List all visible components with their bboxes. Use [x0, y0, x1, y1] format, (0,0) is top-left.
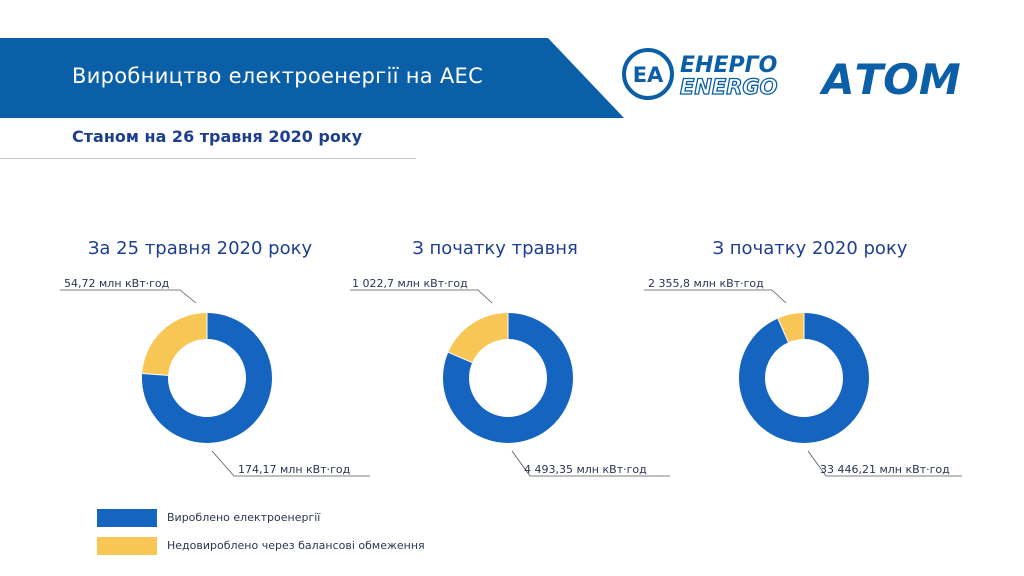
value-label-produced: 174,17 млн кВт·год [238, 463, 351, 476]
donut-slice-produced [739, 313, 869, 443]
leader-line-produced [511, 450, 670, 477]
header-band-shape [0, 38, 624, 118]
donut-chart-year: З початку 2020 року 2 355,8 млн кВт·год … [644, 238, 962, 477]
legend-swatch-not-produced [97, 537, 157, 555]
value-label-not-produced: 2 355,8 млн кВт·год [648, 277, 764, 290]
legend-label: Вироблено електроенергії [167, 511, 321, 524]
chart-title: З початку травня [412, 238, 578, 259]
header-banner [0, 38, 624, 118]
chart-title: З початку 2020 року [713, 238, 908, 259]
energoatom-logo: ЕА ЕНЕРГО ENERGO АТОМ [622, 48, 961, 100]
donut-chart-month: З початку травня 1 022,7 млн кВт·год 4 4… [350, 238, 670, 477]
logo-emblem-circle [622, 48, 674, 100]
subtitle-divider [0, 158, 416, 159]
legend-label: Недовироблено через балансові обмеження [167, 539, 425, 552]
chart-title: За 25 травня 2020 року [88, 238, 313, 259]
slice-separator [142, 373, 169, 376]
leader-line-produced [211, 450, 370, 477]
donut-group [739, 313, 869, 443]
slice-separator [777, 318, 789, 343]
logo-emblem-letters: ЕА [633, 63, 664, 87]
leader-line-not-produced [60, 289, 197, 304]
value-label-produced: 33 446,21 млн кВт·год [820, 463, 950, 476]
value-label-produced: 4 493,35 млн кВт·год [524, 463, 647, 476]
leader-line-produced [807, 450, 962, 477]
donut-chart-day: За 25 травня 2020 року 54,72 млн кВт·год… [60, 238, 370, 477]
leader-line-not-produced [644, 289, 787, 304]
leader-line-not-produced [350, 289, 493, 304]
page-subtitle: Станом на 26 травня 2020 року [72, 127, 363, 146]
value-label-not-produced: 54,72 млн кВт·год [64, 277, 170, 290]
donut-group [142, 313, 272, 443]
page-title: Виробництво електроенергії на АЕС [72, 64, 484, 88]
legend-swatch-produced [97, 509, 157, 527]
logo-bottom-word: ENERGO [680, 75, 778, 99]
logo-top-word: ЕНЕРГО [680, 53, 777, 78]
logo-big-word: АТОМ [819, 55, 961, 100]
slice-separator [448, 351, 473, 364]
donut-group [443, 313, 573, 443]
value-label-not-produced: 1 022,7 млн кВт·год [352, 277, 468, 290]
